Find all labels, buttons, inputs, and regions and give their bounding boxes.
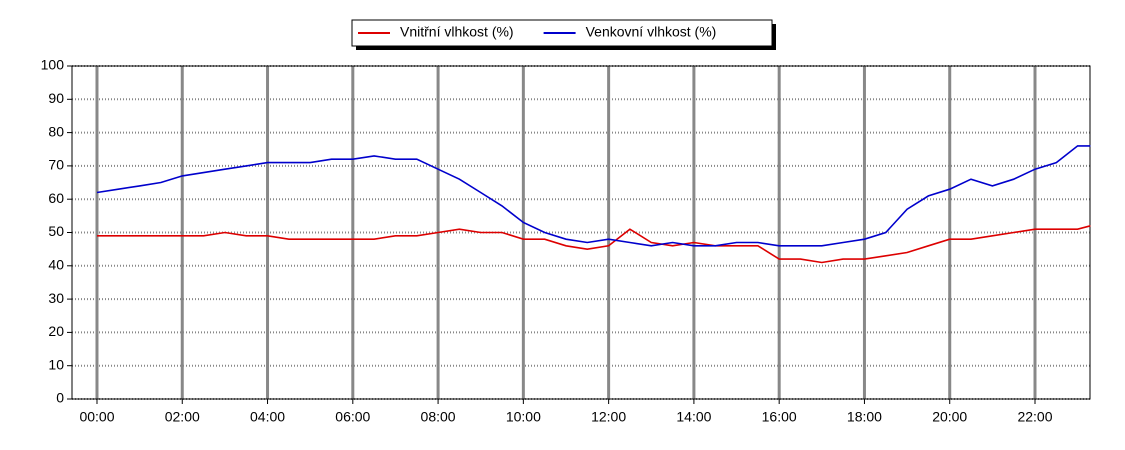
y-tick-label: 10: [48, 356, 64, 372]
legend: Vnitřní vlhkost (%) Venkovní vlhkost (%): [351, 19, 776, 50]
x-tick-label: 12:00: [591, 409, 626, 425]
x-tick-label: 18:00: [847, 409, 882, 425]
y-tick-label: 60: [48, 190, 64, 206]
x-tick-label: 06:00: [335, 409, 370, 425]
y-tick-label: 40: [48, 257, 64, 273]
y-tick-label: 80: [48, 123, 64, 139]
x-tick-label: 20:00: [932, 409, 967, 425]
y-tick-label: 100: [41, 57, 65, 73]
y-tick-label: 0: [56, 390, 64, 406]
legend-label: Venkovní vlhkost (%): [586, 24, 717, 40]
x-tick-label: 16:00: [762, 409, 797, 425]
y-tick-label: 50: [48, 223, 64, 239]
y-tick-label: 20: [48, 323, 64, 339]
y-tick-label: 70: [48, 157, 64, 173]
x-tick-label: 02:00: [165, 409, 200, 425]
y-tick-label: 30: [48, 290, 64, 306]
legend-label: Vnitřní vlhkost (%): [400, 24, 514, 40]
x-tick-label: 14:00: [676, 409, 711, 425]
x-tick-label: 08:00: [421, 409, 456, 425]
series-line: [96, 145, 1091, 247]
x-tick-label: 22:00: [1017, 409, 1052, 425]
x-tick-label: 00:00: [79, 409, 114, 425]
plot-frame: [71, 65, 1091, 400]
x-tick-label: 04:00: [250, 409, 285, 425]
y-tick-label: 90: [48, 90, 64, 106]
series-line: [97, 225, 1091, 264]
x-tick-label: 10:00: [506, 409, 541, 425]
